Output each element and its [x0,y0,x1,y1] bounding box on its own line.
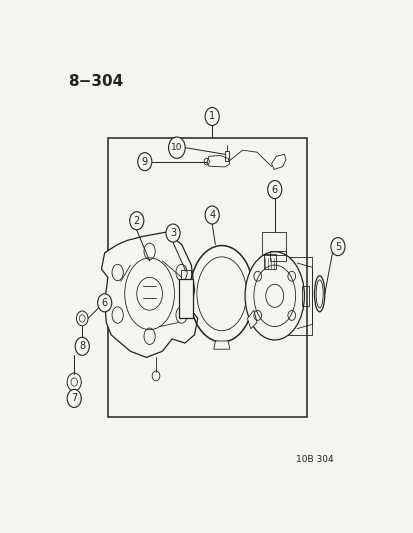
Circle shape [97,294,112,312]
Text: 3: 3 [170,228,176,238]
Circle shape [67,390,81,407]
Bar [263,254,276,269]
Polygon shape [101,232,197,358]
Text: 6: 6 [101,298,107,308]
Bar [224,151,229,161]
Text: 8−304: 8−304 [68,74,123,89]
Circle shape [204,206,219,224]
Circle shape [129,212,143,230]
Bar [301,286,309,306]
Ellipse shape [197,257,246,330]
Text: 1: 1 [209,111,215,122]
Ellipse shape [244,252,304,340]
Circle shape [204,108,219,126]
Circle shape [75,337,89,356]
Bar [261,232,285,255]
Text: 10B 304: 10B 304 [295,455,332,464]
Text: 7: 7 [71,393,77,403]
Polygon shape [247,310,256,329]
Text: 8: 8 [79,341,85,351]
Circle shape [330,238,344,256]
Text: 10: 10 [171,143,182,152]
Circle shape [267,181,281,199]
Circle shape [166,224,180,242]
Text: 4: 4 [209,210,215,220]
Bar [180,270,190,279]
Circle shape [138,152,152,171]
Text: 5: 5 [334,241,340,252]
Text: 2: 2 [133,216,140,226]
Text: 6: 6 [271,184,277,195]
Text: 9: 9 [141,157,147,167]
Polygon shape [213,341,229,349]
Bar [269,251,285,261]
Bar [108,138,306,417]
Circle shape [168,137,185,158]
Bar [178,279,192,318]
Bar [273,257,311,335]
